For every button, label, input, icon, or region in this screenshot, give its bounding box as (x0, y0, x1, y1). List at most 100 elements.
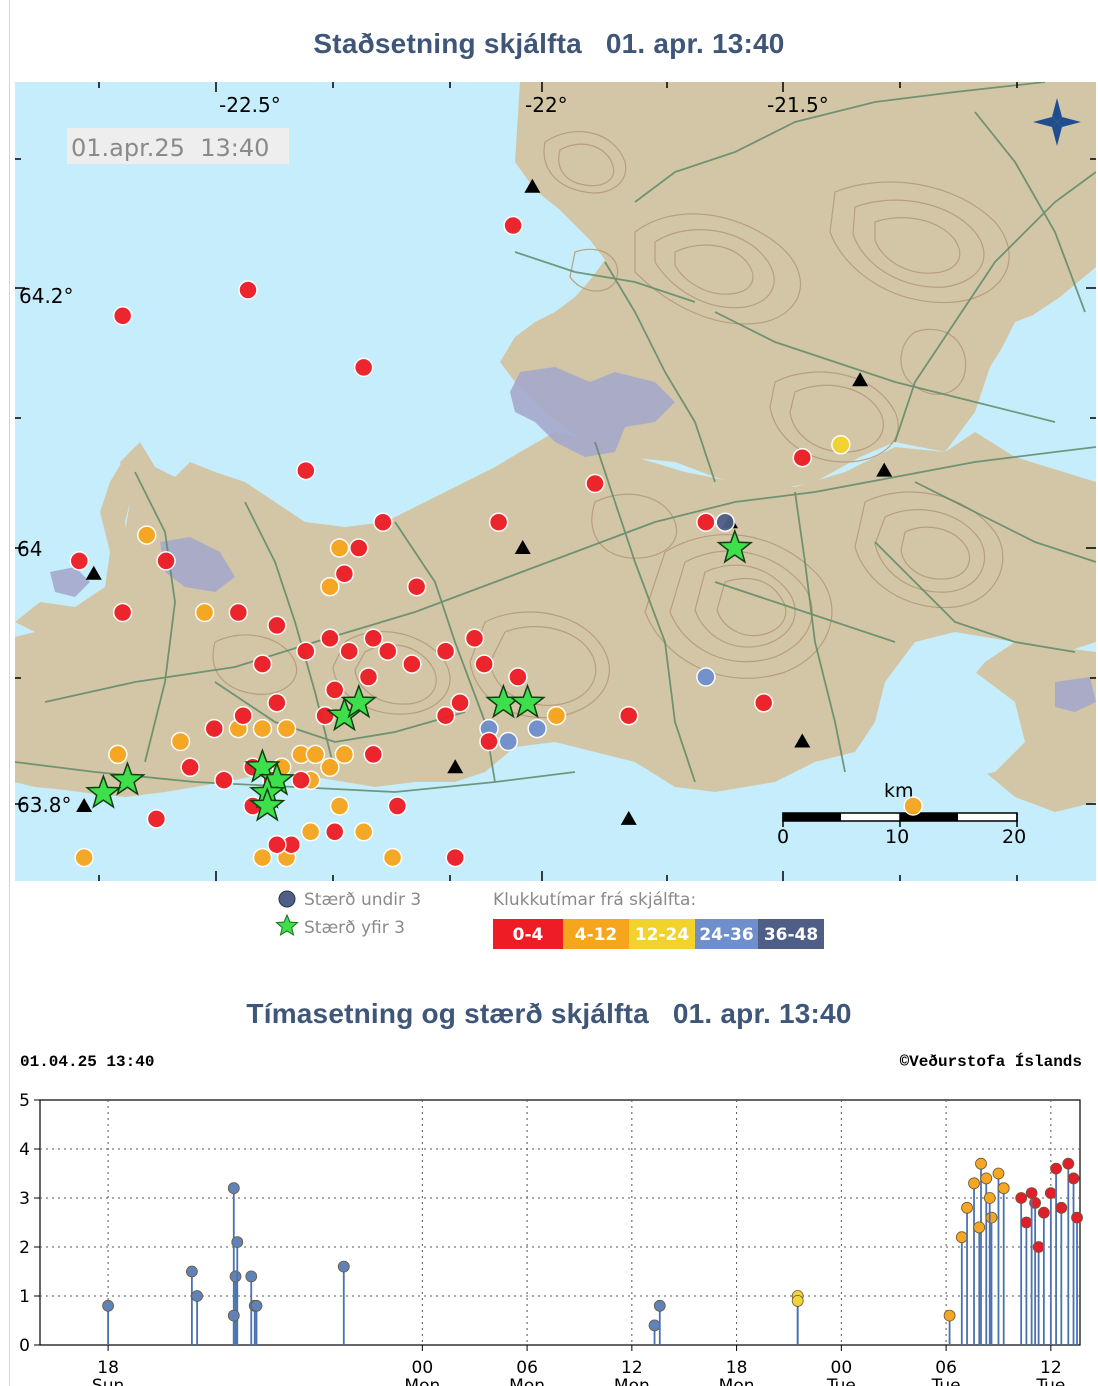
quake-point (985, 1211, 998, 1224)
quake-dot (228, 602, 249, 623)
quake-point (1037, 1206, 1050, 1219)
quake-dot (252, 654, 273, 674)
quake-dot (498, 731, 519, 752)
quake-point (229, 1270, 242, 1283)
quake-markers (69, 215, 923, 868)
quake-dot (291, 770, 311, 790)
quake-dot (170, 731, 191, 752)
quake-dot (585, 473, 605, 494)
plot-credit: ©Veðurstofa Íslands (900, 1052, 1082, 1071)
lat-label-north: 64.2° (19, 284, 74, 308)
quake-dot (300, 822, 321, 842)
age-color-scale: 0-4 4-12 12-24 24-36 36-48 (493, 919, 824, 949)
quake-dot (252, 718, 273, 739)
plot-area (39, 1099, 1081, 1346)
quake-dot (696, 667, 716, 687)
scale-unit-label: km (884, 780, 914, 802)
quake-dot (373, 512, 393, 532)
seismic-station-marker (524, 178, 541, 193)
quake-dot (753, 693, 774, 713)
lava-field-east (1055, 677, 1096, 712)
magnitude-timeline-chart: 01.04.25 13:40 ©Veðurstofa Íslands 01234… (19, 1052, 1083, 1386)
quake-dot (527, 718, 547, 739)
quake-dot (329, 796, 350, 816)
quake-dot (305, 744, 326, 765)
age-bin-label: 12-24 (635, 925, 690, 945)
quake-point (1020, 1216, 1033, 1229)
x-tick-label: 12 (1040, 1358, 1062, 1378)
x-tick-label: 06 (935, 1358, 957, 1378)
quake-dot (363, 744, 384, 765)
quake-dot (479, 731, 499, 752)
quake-point (231, 1236, 244, 1249)
age-bin-label: 24-36 (699, 925, 753, 945)
lava-field-west (160, 537, 235, 592)
quake-dot (74, 847, 94, 868)
x-tick-label: 18 (97, 1358, 119, 1378)
y-tick-label: 5 (19, 1091, 30, 1111)
quake-dot (252, 847, 273, 868)
legend-dot-icon (278, 890, 296, 908)
x-tick-label: 00 (831, 1358, 853, 1378)
quake-dot (831, 435, 851, 455)
quake-dot (353, 357, 374, 378)
compass-rose-icon (1033, 98, 1081, 146)
legend-star-icon (275, 913, 299, 936)
y-axis-ticks: 0 1 2 3 4 5 (19, 1091, 40, 1356)
quake-dot (792, 447, 813, 468)
quake-dot (267, 834, 287, 855)
quake-dot (204, 718, 224, 739)
quake-dot (334, 564, 355, 584)
x-day-label: Mon (614, 1376, 650, 1386)
quake-point (943, 1309, 956, 1322)
lava-field-tip (50, 567, 90, 597)
quake-dot (238, 280, 258, 300)
quake-point (227, 1309, 240, 1322)
quake-dot (619, 705, 639, 726)
legend-dot-label: Stærð undir 3 (304, 890, 421, 910)
quake-star (109, 761, 146, 796)
quake-point (1050, 1162, 1062, 1175)
seismic-station-marker (76, 798, 93, 812)
quake-dot (320, 757, 340, 778)
quake-dot (108, 744, 128, 765)
quake-dot (324, 680, 345, 700)
quake-point (648, 1319, 661, 1332)
plot-timestamp: 01.04.25 13:40 (20, 1053, 154, 1071)
quake-dot (324, 822, 345, 842)
quake-point (968, 1177, 980, 1190)
quake-dot (296, 641, 316, 661)
page-left-border (9, 0, 10, 1386)
quake-dot (320, 628, 340, 649)
quake-dot (112, 306, 133, 326)
age-bin-swatch (695, 919, 758, 949)
quake-point (102, 1299, 114, 1312)
quake-dot (450, 693, 470, 713)
earthquake-map[interactable]: -22.5° -22° -21.5° 64.2° 64 63.8° 01.apr… (15, 82, 1096, 881)
quake-dot (156, 551, 176, 571)
quake-point (1067, 1172, 1080, 1185)
quake-dot (696, 512, 716, 532)
quake-dot (267, 693, 287, 713)
quake-point (337, 1260, 350, 1273)
quake-point (250, 1299, 263, 1312)
quake-dot (503, 215, 523, 236)
quake-dot (474, 654, 494, 674)
quake-point (227, 1182, 240, 1195)
quake-dot (358, 667, 379, 687)
seismic-station-marker (794, 733, 811, 748)
legend-star-label: Stærð yfir 3 (304, 918, 405, 938)
quake-point (1055, 1201, 1068, 1214)
seismic-station-marker (447, 759, 464, 774)
quake-dot (382, 847, 403, 868)
quake-dot (402, 654, 422, 674)
quake-star (509, 683, 546, 719)
map-legend: Stærð undir 3 Stærð yfir 3 Klukkutímar f… (275, 890, 824, 949)
quake-point (1071, 1211, 1083, 1224)
quake-point (245, 1270, 258, 1283)
x-day-label: Mon (404, 1376, 440, 1386)
quake-point (955, 1231, 968, 1244)
map-timestamp: 01.apr.25 13:40 (71, 134, 269, 162)
quake-point (992, 1167, 1005, 1180)
